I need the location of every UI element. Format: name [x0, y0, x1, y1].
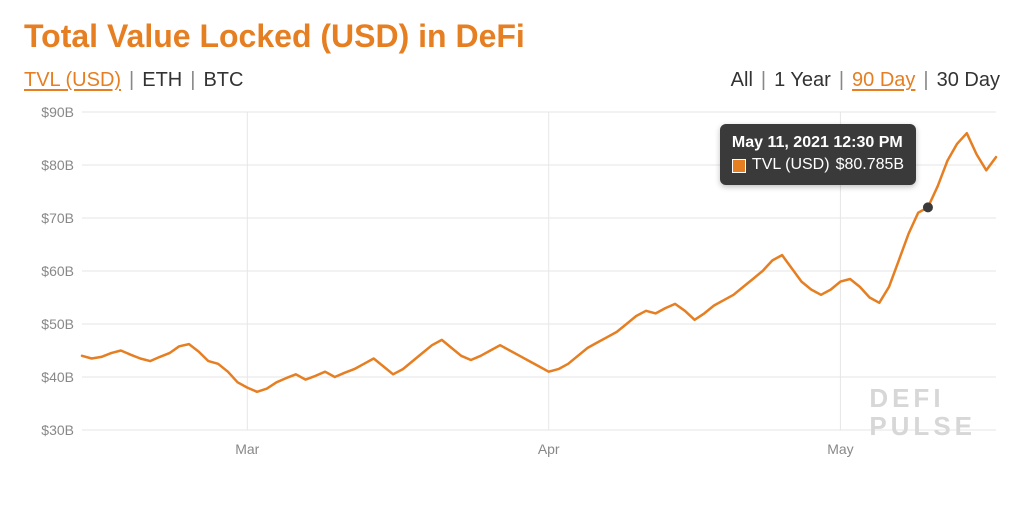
x-tick-label: Mar	[235, 441, 259, 457]
metric-tab-tvl-usd-[interactable]: TVL (USD)	[24, 69, 121, 92]
range-90-day[interactable]: 90 Day	[852, 69, 915, 92]
tooltip-swatch	[732, 159, 746, 173]
separator: |	[190, 69, 195, 92]
tooltip-date: May 11, 2021 12:30 PM	[732, 132, 904, 154]
x-tick-label: May	[827, 441, 853, 457]
y-tick-label: $30B	[41, 422, 74, 438]
y-tick-label: $70B	[41, 210, 74, 226]
range-30-day[interactable]: 30 Day	[937, 69, 1000, 92]
chart-tooltip: May 11, 2021 12:30 PM TVL (USD) $80.785B	[720, 124, 916, 185]
range-1-year[interactable]: 1 Year	[774, 69, 831, 92]
separator: |	[761, 69, 766, 92]
chart-container: $30B $40B $50B $60B $70B $80B $90B Mar Apr May Ma…	[24, 100, 1000, 480]
tooltip-value: $80.785B	[836, 154, 905, 176]
tooltip-series: TVL (USD)	[752, 154, 830, 176]
y-tick-label: $40B	[41, 369, 74, 385]
x-tick-label: Apr	[538, 441, 560, 457]
separator: |	[839, 69, 844, 92]
separator: |	[923, 69, 928, 92]
hover-marker	[923, 202, 933, 212]
range-tabs: All | 1 Year | 90 Day | 30 Day	[731, 69, 1000, 92]
page-title: Total Value Locked (USD) in DeFi	[24, 18, 1000, 55]
metric-tab-eth[interactable]: ETH	[142, 69, 182, 92]
separator: |	[129, 69, 134, 92]
range-all[interactable]: All	[731, 69, 753, 92]
y-tick-label: $50B	[41, 316, 74, 332]
controls-row: TVL (USD) | ETH | BTC All | 1 Year | 90 …	[24, 69, 1000, 92]
y-tick-label: $80B	[41, 157, 74, 173]
y-tick-label: $60B	[41, 263, 74, 279]
metric-tabs: TVL (USD) | ETH | BTC	[24, 69, 243, 92]
y-tick-label: $90B	[41, 104, 74, 120]
metric-tab-btc[interactable]: BTC	[203, 69, 243, 92]
